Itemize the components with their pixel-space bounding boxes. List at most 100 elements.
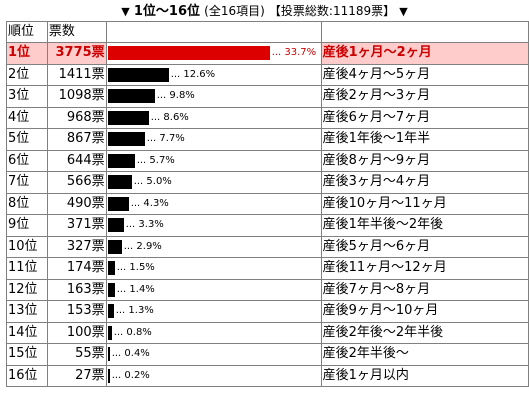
option-label: 産後4ヶ月〜5ヶ月 <box>321 64 528 85</box>
share-percent: ... 1.3% <box>115 305 154 316</box>
share-percent: ... 5.0% <box>133 176 172 187</box>
share-bar <box>107 261 115 275</box>
rank-cell: 11位 <box>7 258 47 279</box>
bar-cell: ... 9.8% <box>106 86 321 107</box>
rank-cell: 13位 <box>7 301 47 322</box>
option-label: 産後3ヶ月〜4ヶ月 <box>321 172 528 193</box>
share-bar <box>107 175 132 189</box>
bar-cell: ... 5.7% <box>106 150 321 171</box>
share-bar <box>107 132 145 146</box>
down-triangle-icon: ▼ <box>399 5 408 18</box>
bar-cell: ... 1.3% <box>106 301 321 322</box>
table-row: 6位 644票 ... 5.7% 産後8ヶ月〜9ヶ月 <box>7 150 528 171</box>
bar-cell: ... 0.2% <box>106 365 321 386</box>
votes-cell: 174票 <box>47 258 106 279</box>
option-label: 産後1ヶ月以内 <box>321 365 528 386</box>
votes-cell: 1098票 <box>47 86 106 107</box>
item-count: (全16項目) <box>204 4 265 18</box>
total-votes: 【投票総数:11189票】 <box>268 4 396 18</box>
share-percent: ... 0.4% <box>111 348 150 359</box>
share-percent: ... 0.8% <box>113 326 152 338</box>
option-label: 産後1ヶ月〜2ヶ月 <box>321 43 528 64</box>
rank-cell: 8位 <box>7 193 47 214</box>
rank-cell: 16位 <box>7 365 47 386</box>
share-percent: ... 2.9% <box>123 240 162 252</box>
poll-title: ▼ 1位〜16位 (全16項目) 【投票総数:11189票】 ▼ <box>0 3 529 20</box>
share-bar <box>107 196 129 211</box>
table-row: 16位 27票 ... 0.2% 産後1ヶ月以内 <box>7 365 528 386</box>
table-row: 11位 174票 ... 1.5% 産後11ヶ月〜12ヶ月 <box>7 258 528 279</box>
votes-cell: 867票 <box>47 129 106 150</box>
share-bar <box>107 46 270 60</box>
bar-cell: ... 0.8% <box>106 322 321 343</box>
table-row: 10位 327票 ... 2.9% 産後5ヶ月〜6ヶ月 <box>7 236 528 257</box>
votes-cell: 327票 <box>47 236 106 257</box>
share-bar <box>107 218 124 232</box>
option-label: 産後1年後〜1年半 <box>321 129 528 150</box>
rank-cell: 9位 <box>7 215 47 236</box>
results-table: 順位 票数 1位 3775票 ... 33.7% 産後1ヶ月〜2ヶ月 2位 1411票..… <box>6 21 529 387</box>
table-row: 15位 55票 ... 0.4% 産後2年半後〜 <box>7 344 528 365</box>
bar-cell: ... 33.7% <box>106 43 321 64</box>
bar-cell: ... 7.7% <box>106 129 321 150</box>
share-percent: ... 3.3% <box>125 219 164 230</box>
votes-cell: 566票 <box>47 172 106 193</box>
rank-cell: 10位 <box>7 236 47 257</box>
share-bar <box>107 304 114 318</box>
rank-cell: 6位 <box>7 150 47 171</box>
table-row: 4位 968票 ... 8.6% 産後6ヶ月〜7ヶ月 <box>7 107 528 128</box>
share-bar <box>107 325 112 340</box>
option-label: 産後2年半後〜 <box>321 344 528 365</box>
option-label: 産後2年後〜2年半後 <box>321 322 528 343</box>
table-row: 2位 1411票 ... 12.6% 産後4ヶ月〜5ヶ月 <box>7 64 528 85</box>
rank-cell: 7位 <box>7 172 47 193</box>
rank-cell: 3位 <box>7 86 47 107</box>
bar-cell: ... 4.3% <box>106 193 321 214</box>
share-percent: ... 9.8% <box>156 90 195 101</box>
share-percent: ... 8.6% <box>150 111 189 123</box>
share-bar <box>107 282 115 297</box>
share-percent: ... 7.7% <box>146 133 185 144</box>
votes-cell: 644票 <box>47 150 106 171</box>
option-label: 産後7ヶ月〜8ヶ月 <box>321 279 528 300</box>
header-votes: 票数 <box>47 22 106 42</box>
table-row: 12位 163票 ... 1.4% 産後7ヶ月〜8ヶ月 <box>7 279 528 300</box>
header-rank: 順位 <box>7 22 47 42</box>
bar-cell: ... 2.9% <box>106 236 321 257</box>
table-row: 1位 3775票 ... 33.7% 産後1ヶ月〜2ヶ月 <box>7 43 528 64</box>
votes-cell: 153票 <box>47 301 106 322</box>
table-header-row: 順位 票数 <box>7 22 528 42</box>
share-bar <box>107 67 169 82</box>
option-label: 産後9ヶ月〜10ヶ月 <box>321 301 528 322</box>
rank-cell: 12位 <box>7 279 47 300</box>
share-bar <box>107 153 135 168</box>
table-row: 13位 153票 ... 1.3% 産後9ヶ月〜10ヶ月 <box>7 301 528 322</box>
bar-cell: ... 3.3% <box>106 215 321 236</box>
bar-cell: ... 1.4% <box>106 279 321 300</box>
share-percent: ... 0.2% <box>111 369 150 381</box>
votes-cell: 968票 <box>47 107 106 128</box>
down-triangle-icon: ▼ <box>121 5 130 18</box>
share-bar <box>107 89 155 103</box>
bar-cell: ... 0.4% <box>106 344 321 365</box>
table-row: 8位 490票 ... 4.3% 産後10ヶ月〜11ヶ月 <box>7 193 528 214</box>
votes-cell: 490票 <box>47 193 106 214</box>
share-percent: ... 1.4% <box>116 283 155 295</box>
bar-cell: ... 5.0% <box>106 172 321 193</box>
rank-cell: 14位 <box>7 322 47 343</box>
rank-cell: 1位 <box>7 43 47 64</box>
share-bar <box>107 110 149 125</box>
votes-cell: 1411票 <box>47 64 106 85</box>
header-label <box>321 22 528 42</box>
share-percent: ... 12.6% <box>170 68 216 80</box>
option-label: 産後1年半後〜2年後 <box>321 215 528 236</box>
bar-cell: ... 1.5% <box>106 258 321 279</box>
share-bar <box>107 347 110 361</box>
bar-cell: ... 8.6% <box>106 107 321 128</box>
table-row: 7位 566票 ... 5.0% 産後3ヶ月〜4ヶ月 <box>7 172 528 193</box>
option-label: 産後5ヶ月〜6ヶ月 <box>321 236 528 257</box>
bar-cell: ... 12.6% <box>106 64 321 85</box>
header-bar <box>106 22 321 42</box>
share-bar <box>107 239 122 254</box>
